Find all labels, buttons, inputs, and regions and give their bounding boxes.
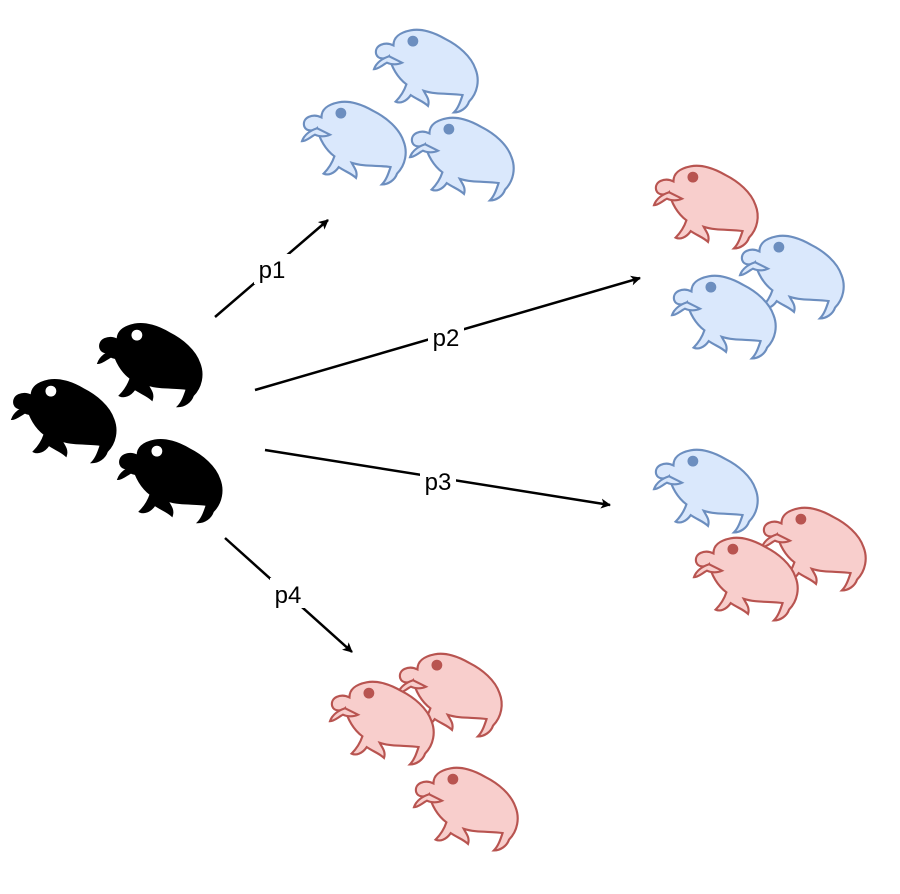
sloth-icon [760,506,867,592]
sloth-icon [396,652,503,738]
source-group [11,322,223,524]
sloth-icon [11,378,117,464]
sloth-icon [652,448,759,534]
sloth-icon [117,438,223,524]
edge-label-p2: p2 [433,325,460,352]
sloth-icon [412,766,519,852]
target-group-p1 [300,28,515,202]
target-group-p2 [652,164,845,360]
target-group-p4 [328,652,519,852]
edge-label-p4: p4 [275,582,302,609]
sloth-icon [692,536,799,622]
edge-label-p3: p3 [425,469,452,496]
edge-label-p1: p1 [259,257,286,284]
sloth-icon [738,234,845,320]
sloth-icon [670,274,777,360]
target-group-p3 [652,448,867,622]
sloth-icon [328,680,435,766]
sloth-icon [652,164,759,250]
sloth-icon [408,116,515,202]
sloth-icon [372,28,479,114]
sloth-icon [300,100,407,186]
sloth-icon [97,322,203,408]
